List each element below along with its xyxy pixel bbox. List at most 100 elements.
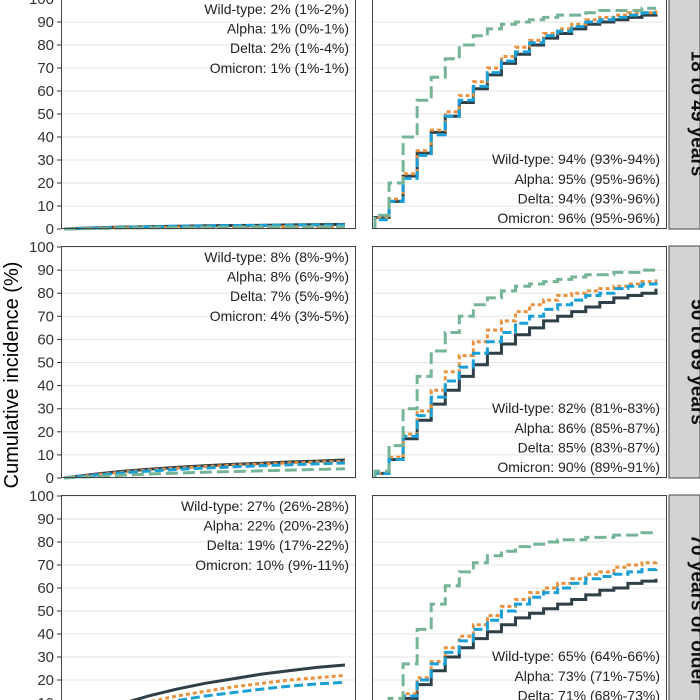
y-tick-label: 90 (37, 511, 54, 528)
legend-entry: Omicron: 96% (95%-96%) (497, 210, 660, 226)
row-strip-label: 50 to 69 years (687, 299, 700, 425)
legend: Wild-type: 8% (8%-9%) Alpha: 8% (6%-9%) De… (204, 249, 349, 324)
y-tick-label: 0 (46, 221, 54, 238)
y-tick-label: 40 (37, 129, 54, 146)
legend-entry: Wild-type: 27% (26%-28%) (181, 498, 349, 514)
y-tick-label: 70 (37, 308, 54, 325)
legend-entry: Delta: 71% (68%-73%) (518, 687, 660, 700)
series-line-omicron (63, 467, 346, 480)
row-strip-label: 70 years or older (687, 534, 700, 687)
row-strip (668, 245, 700, 479)
y-tick-label: 40 (37, 626, 54, 643)
y-tick-label: 100 (29, 0, 54, 8)
legend-entry: Delta: 2% (1%-4%) (230, 40, 349, 56)
legend-entry: Wild-type: 65% (64%-66%) (492, 648, 660, 664)
y-tick-label: 80 (37, 534, 54, 551)
row-strip (668, 494, 700, 700)
series-line-omicron (63, 225, 345, 231)
legend-entry: Omicron: 90% (89%-91%) (497, 459, 660, 475)
series-line-omicron (373, 6, 656, 229)
legend-entry: Omicron: 4% (3%-5%) (210, 308, 349, 324)
panel-border (372, 495, 667, 700)
y-tick-label: 20 (37, 424, 54, 441)
legend-entry: Delta: 94% (93%-96%) (518, 190, 660, 206)
series-line-omicron (373, 268, 656, 478)
y-tick-label: 50 (37, 603, 54, 620)
panel-0-left: 0 10 20 30 40 50 60 70 80 90 100 Wild-type: 2% (1%-… (29, 0, 356, 238)
y-tick-label: 50 (37, 106, 54, 123)
y-tick-label: 80 (37, 37, 54, 54)
legend-entry: Omicron: 1% (1%-1%) (210, 60, 349, 76)
legend-entry: Wild-type: 82% (81%-83%) (492, 400, 660, 416)
panel-border (61, 495, 356, 700)
y-tick-label: 100 (29, 239, 54, 256)
legend-entry: Delta: 85% (83%-87%) (518, 439, 660, 455)
legend-entry: Wild-type: 8% (8%-9%) (204, 249, 349, 265)
series-line-wild-type (129, 663, 346, 700)
series-line-delta (401, 565, 658, 700)
legend-entry: Wild-type: 94% (93%-94%) (492, 151, 660, 167)
legend-entry: Alpha: 22% (20%-23%) (203, 518, 349, 534)
row-strip-label: 18 to 49 years (687, 51, 700, 177)
panel-border (372, 0, 667, 229)
y-tick-label: 60 (37, 580, 54, 597)
y-tick-label: 50 (37, 355, 54, 372)
y-tick-label: 90 (37, 14, 54, 31)
panel-border (372, 246, 667, 478)
legend: Wild-type: 65% (64%-66%) Alpha: 73% (71%-… (492, 648, 660, 700)
legend-entry: Alpha: 95% (95%-96%) (514, 171, 660, 187)
series-line-delta (373, 11, 656, 229)
panel-1-left: 0 10 20 30 40 50 60 70 80 90 100 Wild-type: 8% (8%-… (29, 239, 356, 487)
legend-entry: Alpha: 86% (85%-87%) (514, 420, 660, 436)
y-tick-label: 10 (37, 695, 54, 700)
y-tick-label: 60 (37, 83, 54, 100)
legend-entry: Alpha: 73% (71%-75%) (514, 668, 660, 684)
y-tick-label: 60 (37, 331, 54, 348)
legend-entry: Omicron: 10% (9%-11%) (195, 557, 349, 573)
series-line-alpha (63, 459, 346, 480)
legend: Wild-type: 2% (1%-2%) Alpha: 1% (0%-1%) De… (204, 1, 349, 76)
panel-background (372, 495, 667, 700)
y-axis-label: Cumulative incidence (%) (1, 262, 23, 489)
series-line-delta (63, 223, 345, 231)
panel-0-right: Wild-type: 94% (93%-94%) Alpha: 95% (95%-… (372, 0, 667, 230)
y-tick-label: 10 (37, 447, 54, 464)
series-line-alpha (401, 560, 658, 700)
y-tick-label: 100 (29, 488, 54, 505)
panel-2-right: Wild-type: 65% (64%-66%) Alpha: 73% (71%-… (372, 495, 667, 700)
series-line-omicron (387, 531, 656, 700)
y-tick-label: 70 (37, 60, 54, 77)
y-tick-label: 90 (37, 262, 54, 279)
panel-border (61, 0, 356, 229)
legend: Wild-type: 27% (26%-28%) Alpha: 22% (20%-… (181, 498, 349, 573)
series-line-alpha (149, 673, 346, 700)
legend-entry: Wild-type: 2% (1%-2%) (204, 1, 349, 17)
legend: Wild-type: 94% (93%-94%) Alpha: 95% (95%-… (492, 151, 660, 226)
y-tick-label: 30 (37, 401, 54, 418)
series-line-delta (171, 680, 346, 700)
panel-border (61, 246, 356, 478)
legend-entry: Alpha: 8% (6%-9%) (227, 269, 349, 285)
legend: Wild-type: 82% (81%-83%) Alpha: 86% (85%-… (492, 400, 660, 475)
series-line-delta (373, 281, 658, 478)
y-tick-label: 20 (37, 175, 54, 192)
y-tick-label: 30 (37, 152, 54, 169)
legend-entry: Delta: 19% (17%-22%) (207, 537, 349, 553)
series-line-delta (63, 461, 346, 480)
y-tick-label: 30 (37, 649, 54, 666)
row-strips: 18 to 49 years 50 to 69 years 70 years or … (668, 0, 700, 700)
row-strip (668, 0, 700, 230)
panel-1-right: Wild-type: 82% (81%-83%) Alpha: 86% (85%-… (372, 246, 667, 479)
y-tick-label: 40 (37, 378, 54, 395)
legend-entry: Alpha: 1% (0%-1%) (227, 21, 349, 37)
y-tick-label: 10 (37, 198, 54, 215)
y-tick-label: 80 (37, 285, 54, 302)
panel-background (61, 495, 356, 700)
y-tick-label: 0 (46, 470, 54, 487)
y-tick-label: 70 (37, 557, 54, 574)
y-tick-label: 20 (37, 672, 54, 689)
legend-entry: Delta: 7% (5%-9%) (230, 288, 349, 304)
